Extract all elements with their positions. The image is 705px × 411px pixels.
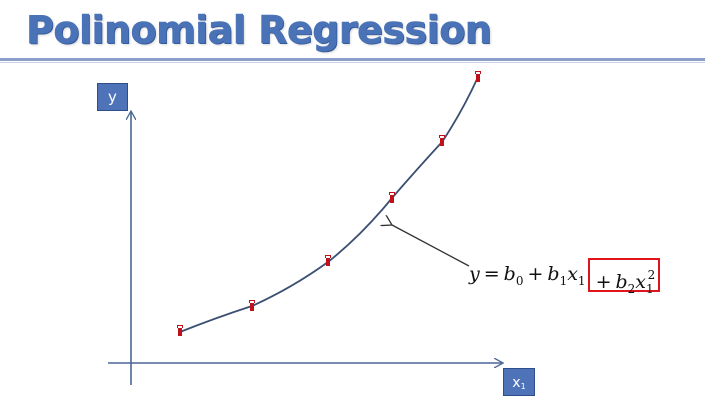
data-point	[439, 135, 445, 146]
formula-plus-2: +	[595, 271, 612, 293]
formula-lhs: y	[469, 263, 480, 285]
fitted-curve	[179, 76, 479, 333]
data-point	[249, 300, 255, 311]
slide-title: Polinomial Regression	[26, 8, 492, 53]
x-axis-label: x1	[503, 368, 535, 396]
formula-plus-1: +	[527, 263, 544, 285]
title-divider-thin	[0, 62, 705, 63]
formula-x2: x	[635, 271, 647, 293]
formula-b2: b	[615, 271, 628, 293]
highlight-box: + b2x12	[587, 258, 661, 296]
data-point	[325, 255, 331, 266]
formula-x2-sub: 1	[646, 282, 654, 296]
data-point	[177, 325, 183, 336]
data-point	[475, 71, 481, 82]
formula-b1-sub: 1	[559, 274, 568, 288]
formula-equals: =	[483, 263, 500, 285]
formula-b2-sub: 2	[627, 282, 636, 296]
x-axis-label-main: x	[512, 375, 521, 391]
formula-b1: b	[547, 263, 560, 285]
formula-x1-sub: 1	[577, 274, 586, 288]
formula-x1: x	[567, 263, 578, 285]
title-divider	[0, 58, 705, 61]
regression-formula: y = b0 + b1x1 + b2x12	[469, 257, 661, 296]
y-axis-label: y	[97, 83, 128, 111]
data-point	[389, 192, 395, 203]
formula-b0: b	[503, 263, 516, 285]
formula-x2-sup: 2	[647, 268, 656, 282]
x-axis-label-sub: 1	[520, 382, 526, 391]
pointer-arrow	[392, 225, 470, 267]
data-points	[177, 71, 481, 336]
formula-b0-sub: 0	[515, 274, 524, 288]
